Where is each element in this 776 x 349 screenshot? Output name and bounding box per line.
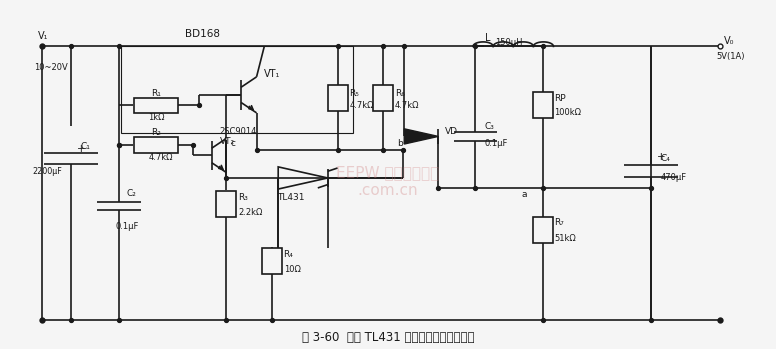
Text: 4.7kΩ: 4.7kΩ (395, 101, 420, 110)
Text: C₄: C₄ (660, 154, 670, 163)
Bar (217, 191, 237, 217)
Bar (262, 248, 282, 274)
Text: V₀: V₀ (724, 36, 735, 46)
Text: TL431: TL431 (277, 193, 304, 201)
Bar (134, 98, 178, 113)
Text: C₂: C₂ (126, 189, 137, 198)
Text: 100kΩ: 100kΩ (554, 108, 581, 117)
Text: RP: RP (554, 94, 566, 103)
Text: b: b (397, 139, 403, 148)
Text: R₇: R₇ (554, 218, 564, 228)
Bar (532, 92, 553, 118)
Text: EEPW 电子产品世界
.com.cn: EEPW 电子产品世界 .com.cn (336, 165, 440, 198)
Text: 4.7kΩ: 4.7kΩ (148, 153, 173, 162)
Text: 图 3-60  采用 TL431 构成开关稳压电源电路: 图 3-60 采用 TL431 构成开关稳压电源电路 (302, 331, 474, 344)
Polygon shape (404, 129, 438, 144)
Text: R₄: R₄ (283, 250, 293, 259)
Text: 2200μF: 2200μF (33, 166, 62, 176)
Text: 470μF: 470μF (660, 173, 686, 183)
Text: V₁: V₁ (38, 31, 48, 41)
Bar (327, 85, 348, 111)
Text: +: + (657, 152, 666, 162)
Text: 150μH: 150μH (495, 38, 522, 47)
Text: VT₂: VT₂ (220, 137, 234, 146)
Text: R₁: R₁ (151, 89, 161, 98)
Text: 4.7kΩ: 4.7kΩ (349, 101, 374, 110)
Text: R₂: R₂ (151, 128, 161, 138)
Text: 1kΩ: 1kΩ (148, 113, 165, 122)
Text: BD168: BD168 (185, 29, 220, 39)
Text: 0.1μF: 0.1μF (115, 222, 138, 231)
Text: +: + (77, 144, 86, 154)
Text: R₃: R₃ (238, 193, 248, 201)
Text: VD: VD (445, 127, 457, 136)
Text: C₁: C₁ (80, 142, 90, 151)
Text: R₅: R₅ (349, 89, 359, 98)
Text: 2SC9014: 2SC9014 (220, 127, 257, 136)
Text: C₃: C₃ (485, 121, 494, 131)
Text: R₆: R₆ (395, 89, 405, 98)
Bar (532, 217, 553, 243)
Bar (121, 46, 353, 133)
Bar (134, 138, 178, 153)
Text: L: L (486, 33, 491, 43)
Text: 2.2kΩ: 2.2kΩ (238, 208, 262, 217)
Text: 51kΩ: 51kΩ (554, 234, 576, 243)
Text: 5V(1A): 5V(1A) (716, 52, 745, 61)
Bar (373, 85, 393, 111)
Text: a: a (521, 190, 527, 199)
Text: 10Ω: 10Ω (283, 265, 300, 274)
Text: 10~20V: 10~20V (34, 63, 68, 72)
Text: c: c (230, 139, 235, 148)
Text: VT₁: VT₁ (265, 69, 281, 79)
Text: 0.1μF: 0.1μF (485, 139, 508, 148)
